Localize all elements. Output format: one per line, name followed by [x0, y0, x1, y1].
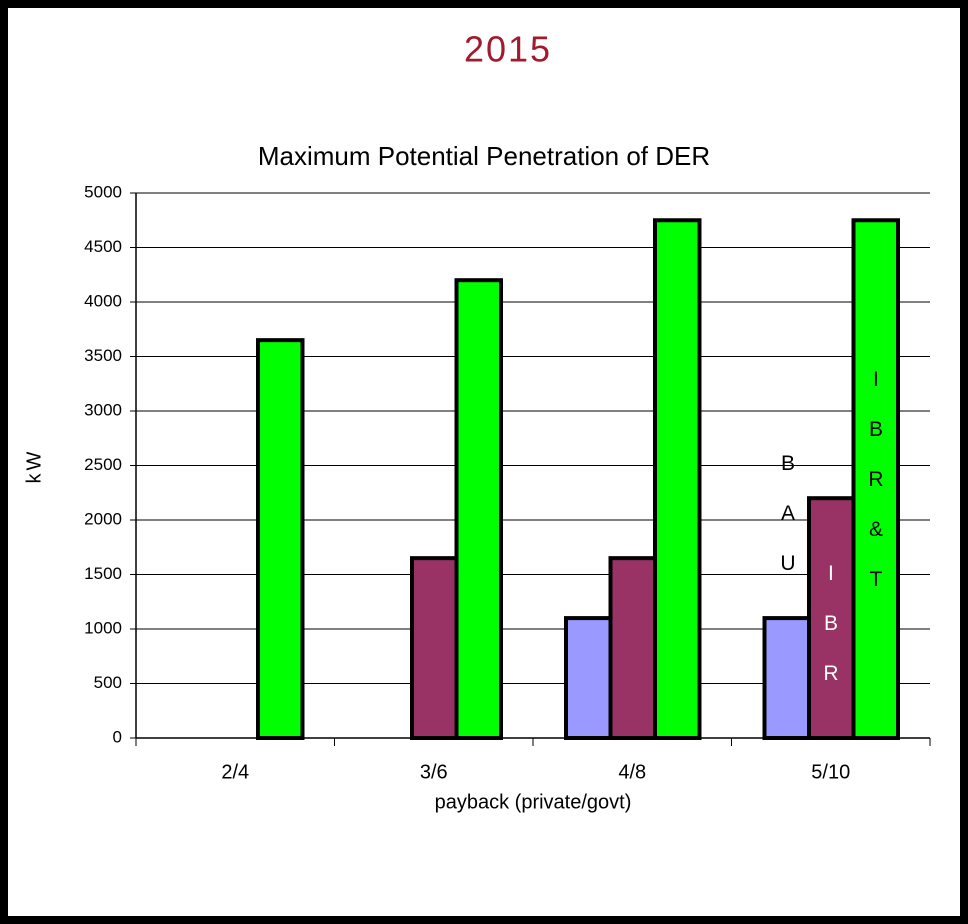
bar: [807, 496, 856, 741]
y-tick-label: 4500: [84, 237, 122, 256]
x-tick-label: 2/4: [221, 761, 249, 783]
bar: [762, 616, 811, 740]
y-tick-label: 3500: [84, 346, 122, 365]
annotation: IBR: [819, 562, 842, 712]
bar: [653, 218, 702, 740]
y-tick-label: 4000: [84, 291, 122, 310]
x-tick-label: 4/8: [618, 761, 646, 783]
y-tick-label: 2500: [84, 455, 122, 474]
bar: [410, 556, 459, 741]
bar: [454, 278, 503, 740]
bar: [564, 616, 613, 740]
y-tick-label: 500: [94, 673, 122, 692]
y-tick-label: 1500: [84, 564, 122, 583]
x-tick-label: 3/6: [420, 761, 448, 783]
y-tick-label: 2000: [84, 509, 122, 528]
bar: [608, 556, 657, 741]
y-axis-label: kW: [23, 449, 45, 484]
y-tick-label: 1000: [84, 618, 122, 637]
chart-title: Maximum Potential Penetration of DER: [258, 141, 710, 171]
y-tick-label: 0: [113, 727, 122, 746]
bar: [256, 338, 305, 740]
x-tick-label: 5/10: [811, 761, 850, 783]
heading: 2015: [464, 29, 552, 70]
y-tick-label: 5000: [84, 182, 122, 201]
x-axis-label: payback (private/govt): [435, 791, 632, 813]
y-tick-label: 3000: [84, 400, 122, 419]
annotation: IBR&T: [864, 368, 887, 618]
annotation: BAU: [776, 452, 799, 602]
bar: [851, 218, 900, 740]
